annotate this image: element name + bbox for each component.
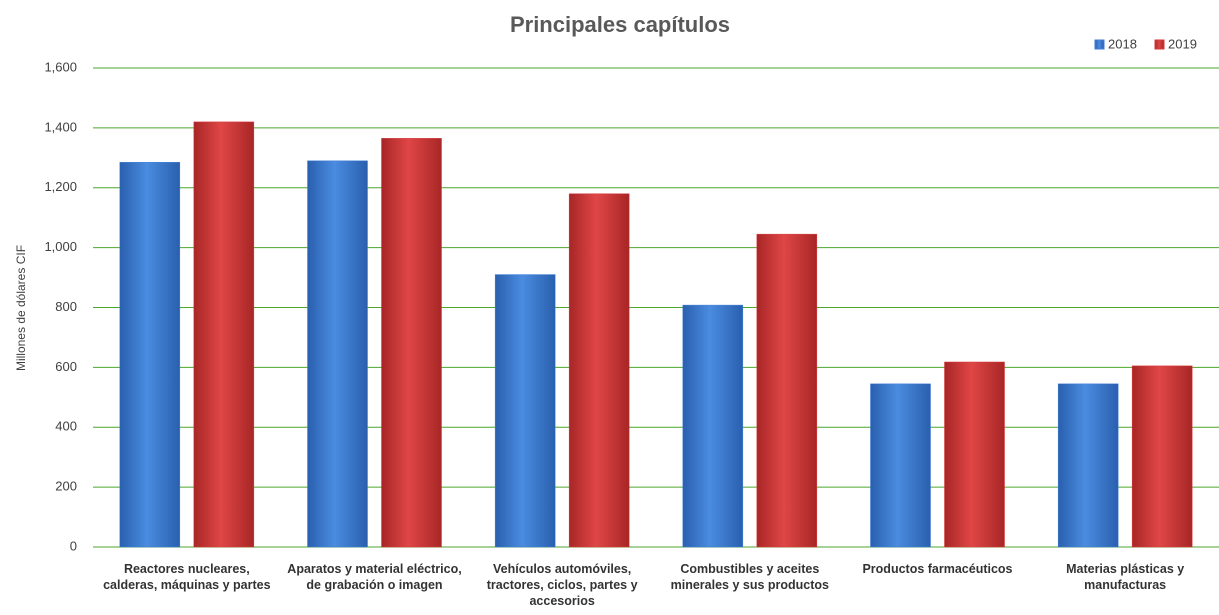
legend-label: 2018 — [1108, 36, 1137, 51]
bar — [307, 160, 368, 548]
x-tick-label: Vehículos automóviles, tractores, ciclos… — [486, 562, 638, 608]
bar — [1131, 365, 1193, 548]
bar — [870, 383, 931, 548]
bar — [568, 193, 630, 548]
x-tick-label: Productos farmacéuticos — [862, 562, 1013, 576]
y-tick-label: 600 — [55, 359, 77, 374]
x-tick-label: Combustibles y aceites minerales y sus p… — [670, 562, 830, 592]
bar — [944, 361, 1005, 548]
bar — [1057, 383, 1119, 548]
y-tick-label: 200 — [55, 479, 77, 494]
legend-swatch — [1094, 39, 1105, 50]
bar — [119, 162, 181, 548]
y-tick-label: 1,000 — [44, 239, 77, 254]
y-tick-label: 1,200 — [44, 179, 77, 194]
bar — [682, 304, 744, 548]
y-tick-label: 1,400 — [44, 119, 77, 134]
bar — [756, 233, 818, 548]
y-tick-label: 0 — [70, 538, 77, 553]
legend-label: 2019 — [1168, 36, 1197, 51]
y-tick-label: 1,600 — [44, 59, 77, 74]
x-tick-label: Reactores nucleares, calderas, máquinas … — [103, 562, 271, 592]
x-tick-label: Aparatos y material eléctrico, de grabac… — [287, 562, 462, 592]
x-tick-label: Materias plásticas y manufacturas — [1066, 562, 1185, 592]
y-tick-label: 800 — [55, 299, 77, 314]
legend-swatch — [1154, 39, 1165, 50]
chart-title: Principales capítulos — [510, 12, 730, 37]
bar — [381, 138, 442, 548]
bar — [193, 121, 255, 548]
y-axis-label: Millones de dólares CIF — [14, 245, 28, 371]
y-tick-label: 400 — [55, 419, 77, 434]
bar — [494, 274, 556, 548]
